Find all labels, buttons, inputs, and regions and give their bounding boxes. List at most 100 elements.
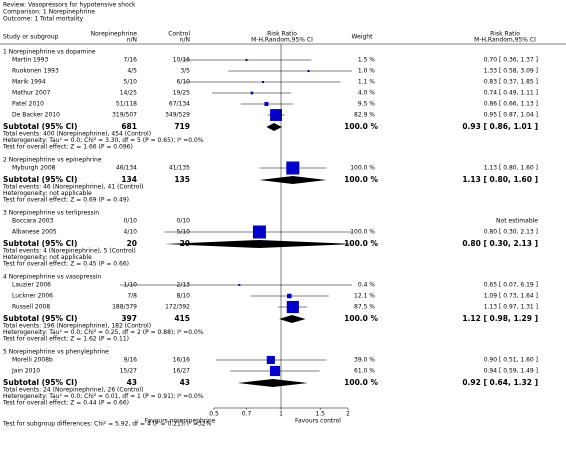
subtotal-diamond <box>164 240 352 248</box>
group-note: Test for overall effect: Z = 1.62 (P = 0… <box>2 336 129 343</box>
subtotal-diamond <box>266 123 282 131</box>
x-tick-label: 2 <box>346 411 350 418</box>
subtotal-diamond <box>237 379 308 387</box>
risk-ratio: 0.70 [ 0.36, 1.37 ] <box>484 57 538 64</box>
study-square <box>250 91 254 95</box>
subtotal-weight: 100.0 % <box>344 239 378 248</box>
control-events: 5/10 <box>177 229 191 236</box>
study-square <box>238 284 241 286</box>
study-name: De Backer 2010 <box>12 112 60 119</box>
subtotal-control: 43 <box>180 378 190 387</box>
plot-area <box>120 59 352 387</box>
group-title: 2 Norepinephrine vs epinephrine <box>3 157 102 164</box>
x-tick-label: 0.5 <box>209 411 219 418</box>
col-ne: Norepinephrine <box>91 31 138 38</box>
ne-events: 4/10 <box>124 229 138 236</box>
study-square <box>286 300 299 314</box>
group-note: Heterogeneity: Tau² = 0.0; Chi² = 3.30, … <box>3 137 204 144</box>
risk-ratio: 0.94 [ 0.59, 1.49 ] <box>484 368 538 375</box>
ne-events: 14/25 <box>120 90 137 97</box>
ne-events: 4/5 <box>127 68 137 75</box>
subtotal-ne: 397 <box>121 314 137 323</box>
col-plot-method: M-H,Random,95% CI <box>251 37 313 44</box>
control-events: 8/10 <box>177 293 191 300</box>
risk-ratio: Not estimable <box>496 218 538 225</box>
weight: 4.0 % <box>358 90 375 97</box>
subtotal-label: Subtotal (95% CI) <box>3 378 77 387</box>
subtotal-weight: 100.0 % <box>344 378 378 387</box>
study-square <box>264 101 269 107</box>
risk-ratio: 0.90 [ 0.51, 1.60 ] <box>484 357 538 364</box>
control-events: 19/25 <box>173 90 190 97</box>
subtotal-rr: 0.92 [ 0.64, 1.32 ] <box>462 378 538 387</box>
study-square <box>252 225 266 239</box>
study-square <box>269 365 281 377</box>
ne-events: 9/16 <box>124 357 138 364</box>
control-events: 67/134 <box>169 101 190 108</box>
ne-events: 1/10 <box>124 282 138 289</box>
risk-ratio: 1.09 [ 0.73, 1.64 ] <box>484 293 538 300</box>
weight: 61.0 % <box>354 368 375 375</box>
study-name: Luckner 2006 <box>12 293 53 300</box>
weight: 39.0 % <box>354 357 375 364</box>
study-square <box>266 355 275 365</box>
group-note: Test for overall effect: Z = 0.45 (P = 0… <box>2 261 129 268</box>
subtotal-rr: 0.80 [ 0.30, 2.13 ] <box>462 239 538 248</box>
weight: 87.5 % <box>354 304 375 311</box>
study-name: Mathur 2007 <box>12 90 51 97</box>
x-tick-label: 0.7 <box>242 411 252 418</box>
subtotal-label: Subtotal (95% CI) <box>3 122 77 131</box>
study-name: Marik 1994 <box>12 79 46 86</box>
favours-right: Favours control <box>295 418 341 425</box>
study-square <box>307 70 310 72</box>
study-name: Ruokonen 1993 <box>12 68 59 75</box>
study-name: Myburgh 2008 <box>12 165 56 172</box>
subtotal-label: Subtotal (95% CI) <box>3 239 77 248</box>
control-events: 349/529 <box>165 112 190 119</box>
group-title: 3 Norepinephrine vs terlipressin <box>3 210 99 217</box>
group-title: 4 Norepinephrine vs vasopressin <box>3 274 101 281</box>
group-note: Test for overall effect: Z = 1.66 (P = 0… <box>2 144 133 151</box>
control-events: 16/27 <box>173 368 190 375</box>
weight: 0.4 % <box>358 282 375 289</box>
control-events: 0/10 <box>177 218 191 225</box>
subtotal-label: Subtotal (95% CI) <box>3 175 77 184</box>
control-events: 2/13 <box>177 282 191 289</box>
col-rr-method: M-H,Random,95% CI <box>474 37 536 44</box>
risk-ratio: 1.13 [ 0.97, 1.31 ] <box>484 304 538 311</box>
col-rr: Risk Ratio <box>490 31 520 38</box>
ne-events: 319/507 <box>112 112 137 119</box>
subtotal-control: 719 <box>174 122 190 131</box>
control-events: 16/16 <box>173 357 190 364</box>
group-note: Heterogeneity: Tau² = 0.0; Chi² = 0.01, … <box>3 393 204 400</box>
study-name: Albanese 2005 <box>12 229 57 236</box>
control-events: 6/10 <box>177 79 191 86</box>
control-events: 10/16 <box>173 57 190 64</box>
col-control: Control <box>168 31 190 38</box>
study-square <box>261 81 264 83</box>
subtotal-ne: 681 <box>121 122 137 131</box>
subtotal-ne: 20 <box>127 239 137 248</box>
study-name: Morelli 2008b <box>12 357 53 364</box>
weight: 100.0 % <box>350 229 375 236</box>
subtotal-control: 20 <box>180 239 190 248</box>
ne-events: 0/10 <box>124 218 138 225</box>
group-note: Total events: 4 (Norepinephrine), 5 (Con… <box>2 248 136 255</box>
subtotal-rr: 0.93 [ 0.86, 1.01 ] <box>462 122 538 131</box>
study-name: Patel 2010 <box>12 101 44 108</box>
weight: 100.0 % <box>350 165 375 172</box>
ne-events: 46/134 <box>116 165 137 172</box>
risk-ratio: 0.80 [ 0.30, 2.13 ] <box>484 229 538 236</box>
group-note: Heterogeneity: Tau² = 0.0; Chi² = 0.25, … <box>3 329 204 336</box>
weight: 1.1 % <box>358 79 375 86</box>
subtotal-control: 135 <box>174 175 190 184</box>
study-name: Russell 2008 <box>12 304 50 311</box>
group-note: Total events: 46 (Norepinephrine), 41 (C… <box>2 184 143 191</box>
study-square <box>286 161 300 175</box>
comparison: Comparison: 1 Norepinephrine <box>3 9 95 16</box>
subtotal-diamond <box>279 315 306 323</box>
col-weight: Weight <box>352 34 374 41</box>
subtotal-control: 415 <box>174 314 190 323</box>
weight: 1.5 % <box>358 57 375 64</box>
